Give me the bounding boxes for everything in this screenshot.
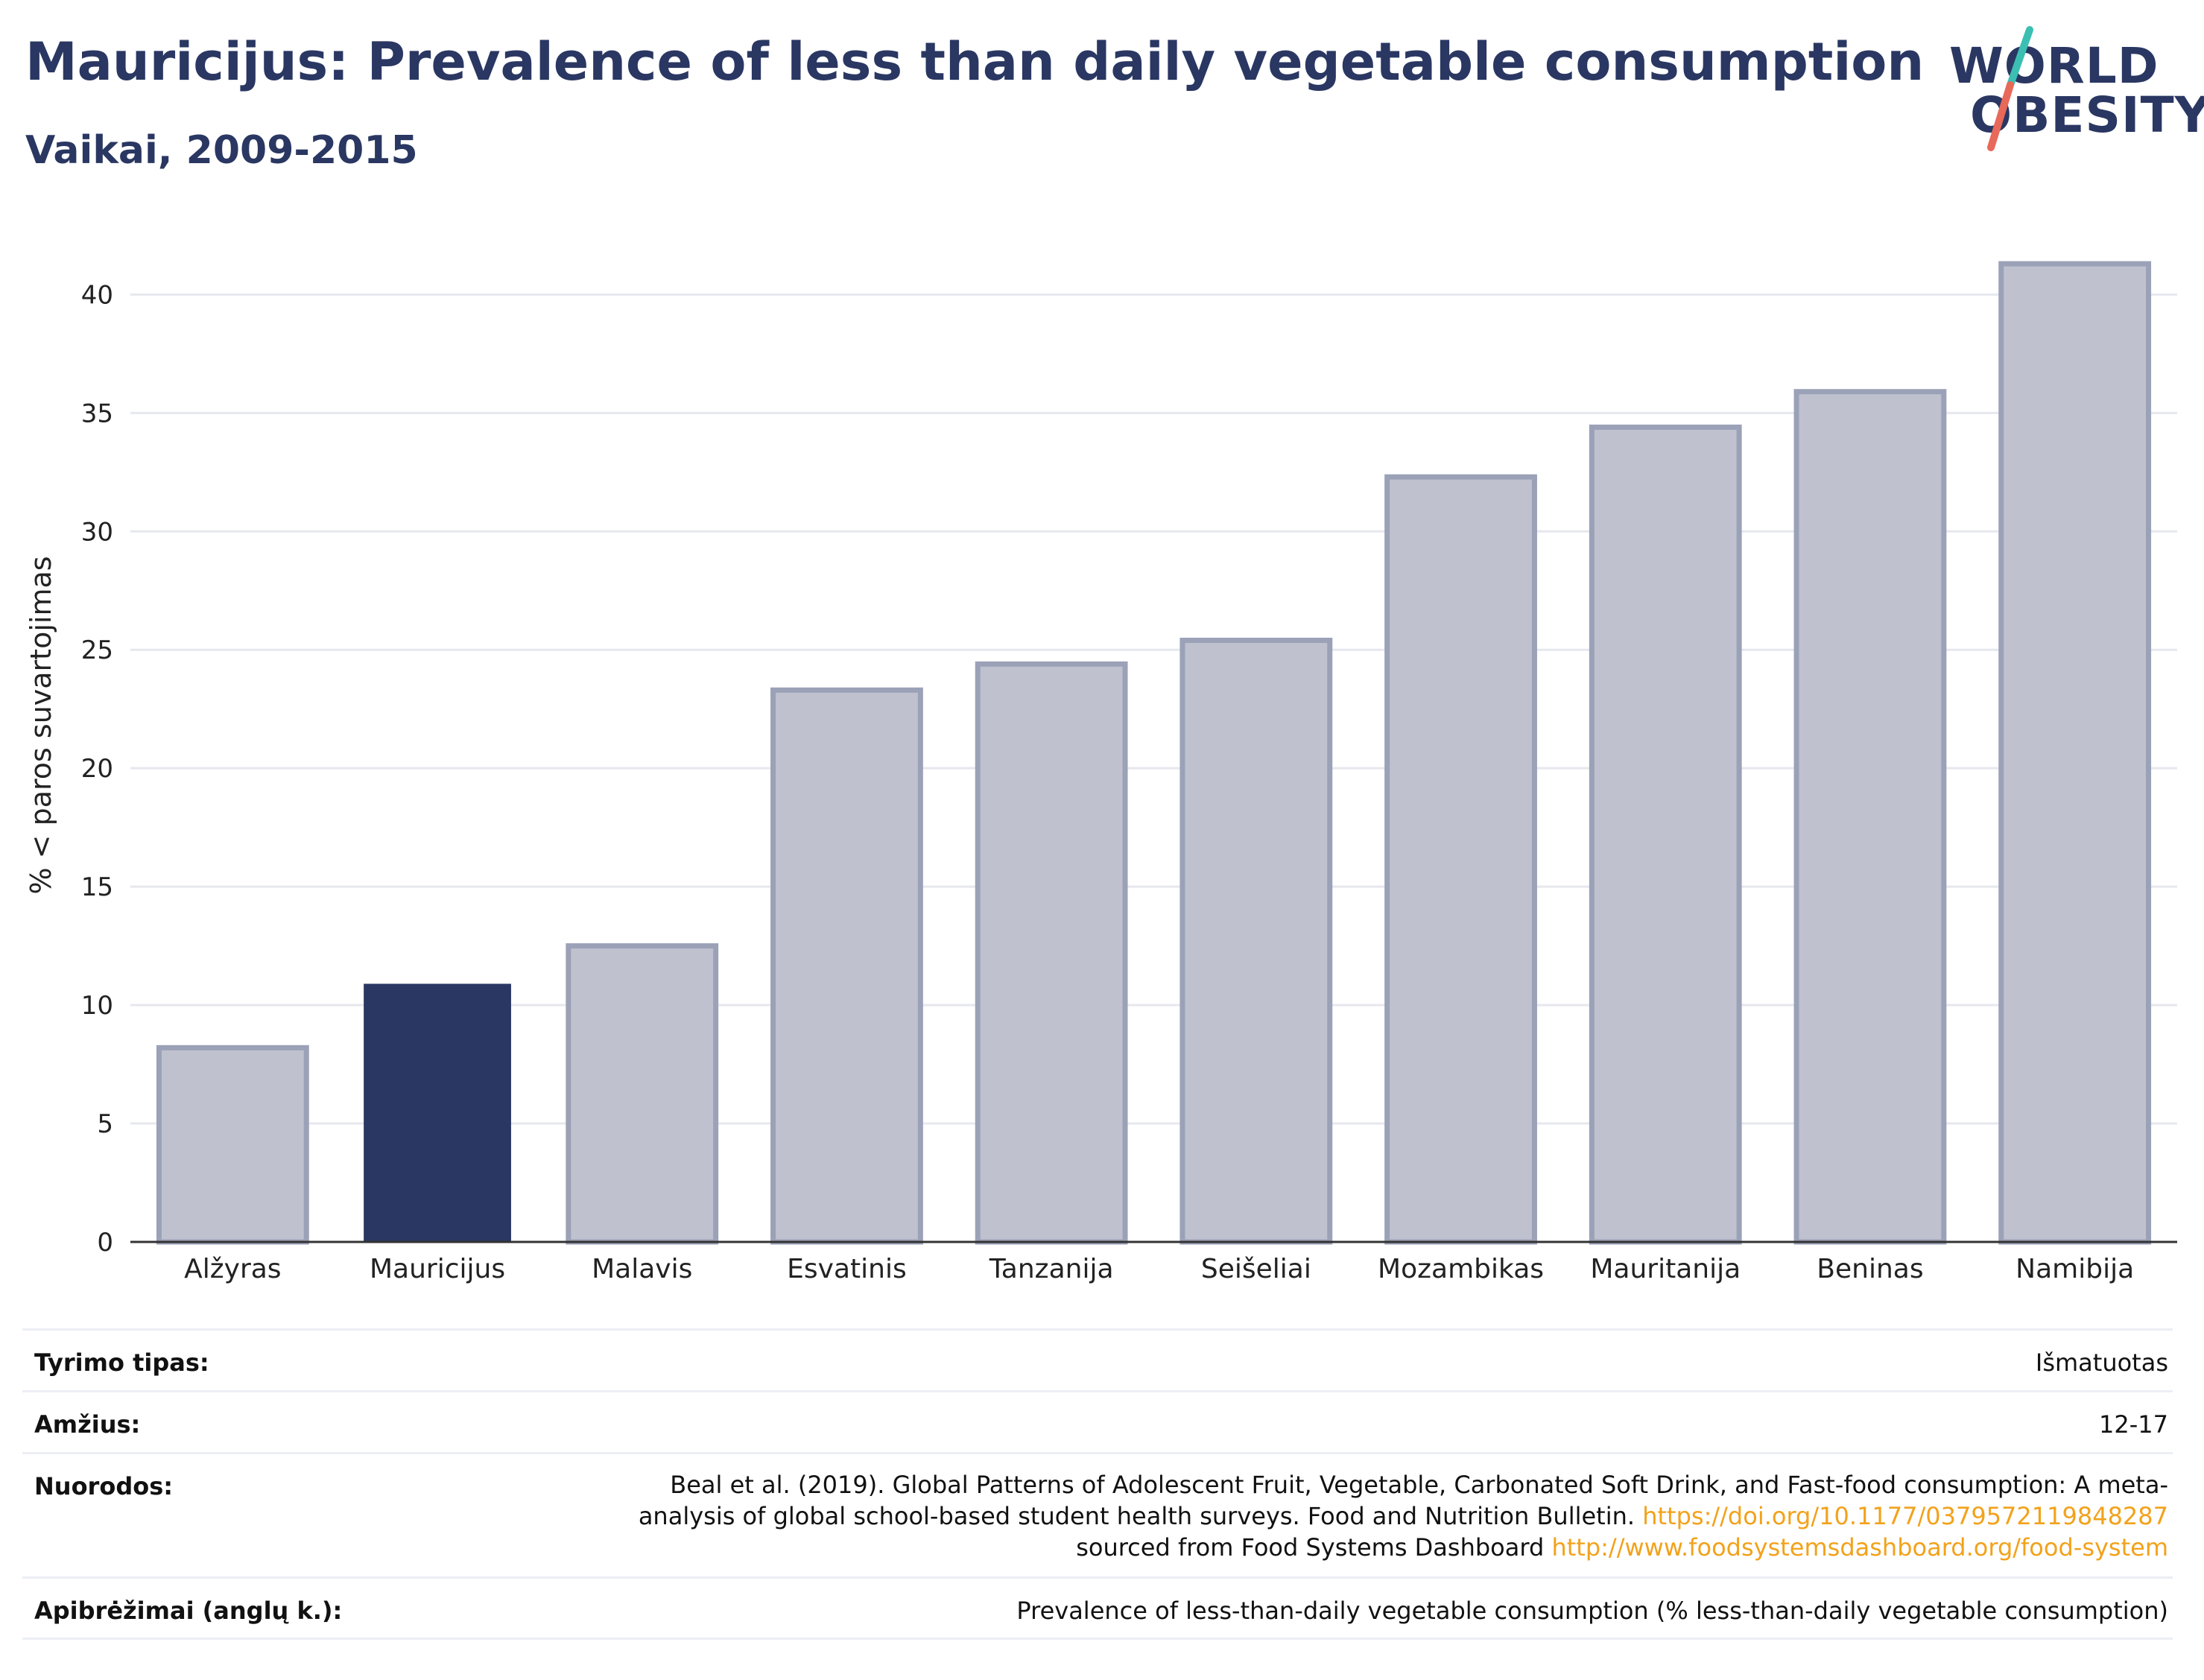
- x-tick-label: Alžyras: [184, 1254, 281, 1284]
- meta-row-age: Amžius: 12-17: [22, 1390, 2173, 1452]
- x-tick-label: Mauricijus: [370, 1254, 505, 1284]
- x-tick-label: Mauritanija: [1590, 1254, 1741, 1284]
- bar-beninas: [1793, 389, 1947, 1245]
- meta-label-age: Amžius:: [34, 1410, 141, 1439]
- logo-slash-icon: [1987, 26, 2033, 151]
- x-tick-label: Seišeliai: [1201, 1254, 1311, 1284]
- bar-seišeliai: [1179, 638, 1333, 1245]
- y-tick-label: 0: [97, 1228, 113, 1258]
- y-tick-label: 35: [81, 399, 113, 428]
- bar-malavis: [566, 943, 719, 1245]
- bar-alžyras: [156, 1045, 309, 1245]
- y-tick-label: 40: [81, 280, 113, 310]
- chart-subtitle: Vaikai, 2009-2015: [25, 128, 418, 173]
- world-obesity-logo: WORLD OBESITY: [1937, 22, 2204, 156]
- y-tick-label: 15: [81, 872, 113, 902]
- y-tick-label: 20: [81, 754, 113, 784]
- y-tick-label: 5: [97, 1109, 113, 1139]
- meta-bottom-divider: [22, 1638, 2173, 1640]
- meta-label-study-type: Tyrimo tipas:: [34, 1348, 209, 1377]
- x-tick-label: Malavis: [592, 1254, 692, 1284]
- y-tick-label: 10: [81, 991, 113, 1021]
- y-tick-label: 30: [81, 517, 113, 547]
- x-tick-label: Tanzanija: [989, 1254, 1114, 1284]
- bar-mauricijus: [364, 983, 511, 1242]
- bar-mauritanija: [1589, 424, 1742, 1245]
- bar-tanzanija: [975, 661, 1128, 1245]
- reference-citation-text: Beal et al. (2019). Global Patterns of A…: [638, 1471, 2168, 1530]
- meta-value-study-type: Išmatuotas: [2035, 1348, 2168, 1377]
- meta-row-definitions: Apibrėžimai (anglų k.): Prevalence of le…: [22, 1576, 2173, 1638]
- reference-dashboard-link[interactable]: http://www.foodsystemsdashboard.org/food…: [1551, 1533, 2168, 1562]
- x-axis-ticks: Alžyras Mauricijus Malavis Esvatinis Tanzani…: [184, 1254, 2134, 1284]
- meta-row-study-type: Tyrimo tipas: Išmatuotas: [22, 1328, 2173, 1390]
- bar-chart: 0 5 10 15 20 25 30 35 40 Alžyras Mauricijus Malavi…: [25, 261, 2177, 1284]
- x-tick-label: Mozambikas: [1378, 1254, 1544, 1284]
- y-axis-ticks: 0 5 10 15 20 25 30 35 40: [81, 280, 113, 1258]
- meta-label-references: Nuorodos:: [34, 1472, 174, 1500]
- reference-source-text: sourced from Food Systems Dashboard: [1076, 1533, 1552, 1562]
- meta-row-references: Nuorodos: Beal et al. (2019). Global Pat…: [22, 1452, 2173, 1578]
- x-tick-label: Beninas: [1817, 1254, 1923, 1284]
- x-tick-label: Namibija: [2015, 1254, 2134, 1284]
- meta-value-definitions: Prevalence of less-than-daily vegetable …: [1016, 1597, 2168, 1625]
- bar-namibija: [1998, 261, 2152, 1245]
- y-tick-label: 25: [81, 635, 113, 665]
- y-axis-label: % < paros suvartojimas: [25, 556, 57, 894]
- reference-doi-link[interactable]: https://doi.org/10.1177/0379572119848287: [1642, 1502, 2168, 1530]
- meta-label-definitions: Apibrėžimai (anglų k.):: [34, 1597, 343, 1625]
- meta-value-references: Beal et al. (2019). Global Patterns of A…: [596, 1469, 2168, 1563]
- meta-value-age: 12-17: [2099, 1410, 2168, 1439]
- bar-mozambikas: [1384, 474, 1537, 1245]
- logo-word-world: WORLD: [1949, 37, 2159, 95]
- bar-esvatinis: [770, 687, 923, 1245]
- chart-title: Mauricijus: Prevalence of less than dail…: [25, 31, 1925, 92]
- x-tick-label: Esvatinis: [787, 1254, 907, 1284]
- bars: [156, 261, 2152, 1245]
